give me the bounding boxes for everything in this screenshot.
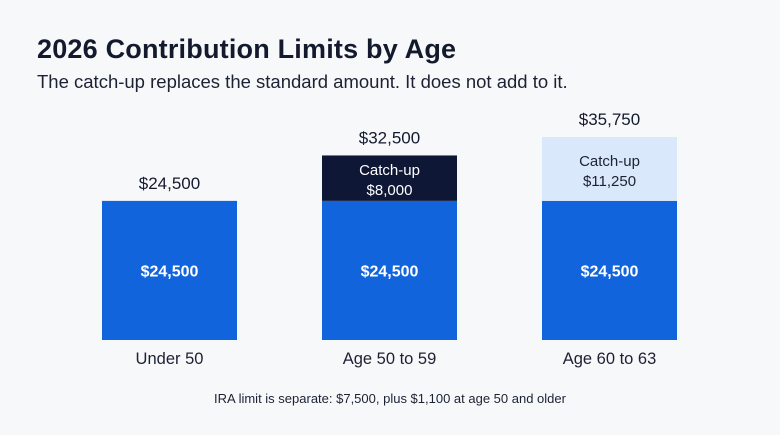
footnote: IRA limit is separate: $7,500, plus $1,1… xyxy=(214,391,566,406)
bar-standard-label-2: $24,500 xyxy=(581,263,639,280)
category-label-1: Age 50 to 59 xyxy=(343,350,437,368)
bar-standard-0 xyxy=(102,200,237,340)
bar-catchup-2 xyxy=(542,137,677,201)
category-label-2: Age 60 to 63 xyxy=(563,350,657,368)
bar-total-label-0: $24,500 xyxy=(139,174,200,193)
chart-subtitle: The catch-up replaces the standard amoun… xyxy=(37,71,568,92)
chart-title: 2026 Contribution Limits by Age xyxy=(37,34,457,64)
bar-standard-2 xyxy=(542,200,677,340)
bar-catchup-name-1: Catch-up xyxy=(359,162,420,179)
bar-catchup-1 xyxy=(322,155,457,201)
bar-standard-label-0: $24,500 xyxy=(141,263,199,280)
bar-standard-1 xyxy=(322,200,457,340)
bar-total-label-2: $35,750 xyxy=(579,110,640,129)
bar-catchup-label-1: $8,000 xyxy=(367,182,413,199)
bar-catchup-name-2: Catch-up xyxy=(579,153,640,170)
category-label-0: Under 50 xyxy=(136,350,204,368)
bar-total-label-1: $32,500 xyxy=(359,128,420,147)
bar-catchup-label-2: $11,250 xyxy=(583,173,636,190)
bar-standard-label-1: $24,500 xyxy=(361,263,419,280)
